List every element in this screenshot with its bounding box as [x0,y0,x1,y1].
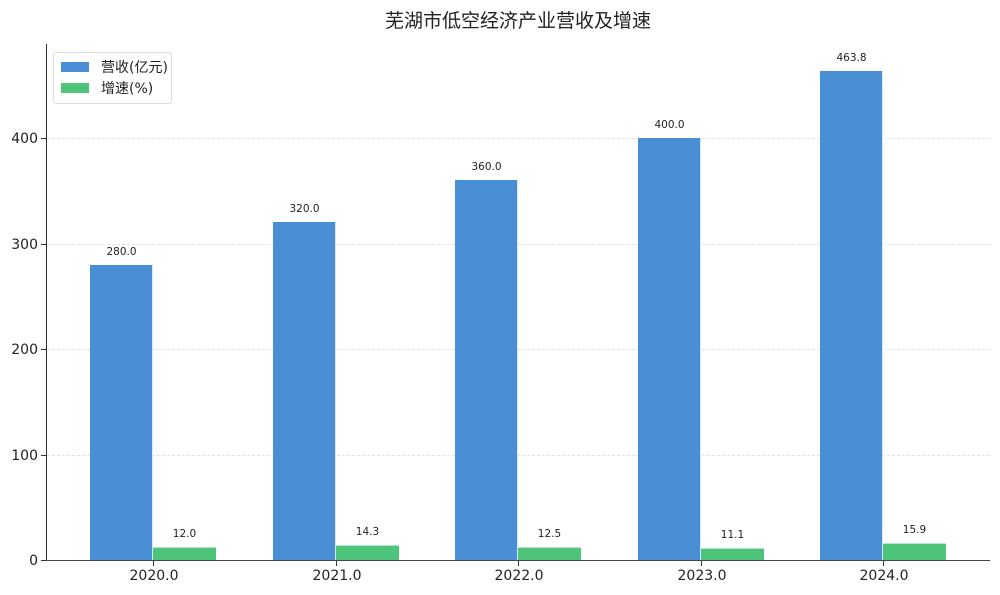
bar-growth [336,544,399,560]
legend-item-growth: 增速(%) [61,78,153,98]
y-tick-label: 100 [11,448,38,464]
bar-revenue [820,70,883,560]
x-tick-label: 2020.0 [129,568,179,584]
y-tick [41,455,46,456]
y-tick-label: 400 [11,131,38,147]
data-label-revenue: 463.8 [836,51,867,64]
bar-revenue [638,138,701,560]
x-tick-label: 2022.0 [494,568,544,584]
gridline [47,349,990,350]
data-label-growth: 11.1 [720,529,745,542]
chart-title: 芜湖市低空经济产业营收及增速 [384,10,651,32]
legend: 营收(亿元) 增速(%) [53,52,172,104]
data-label-revenue: 400.0 [654,119,685,131]
bar-revenue [273,222,336,560]
legend-swatch-growth [61,83,89,93]
data-label-revenue: 360.0 [471,161,502,174]
data-label-growth: 12.5 [537,527,562,540]
gridline [47,455,990,456]
x-axis-line [46,560,990,561]
y-tick-label: 200 [11,342,38,358]
y-axis-line [46,44,47,561]
bar-growth [518,546,581,560]
legend-label-growth: 增速(%) [101,81,154,97]
gridline [47,138,990,139]
bar-growth [883,543,946,560]
data-label-growth: 14.3 [355,525,380,538]
x-tick [883,561,884,566]
x-tick [518,561,519,566]
x-tick [153,561,154,566]
x-tick [336,561,337,566]
y-tick [41,138,46,139]
bar-growth [701,548,764,560]
y-tick [41,349,46,350]
x-tick-label: 2024.0 [859,568,909,584]
x-tick-label: 2023.0 [677,568,727,584]
data-label-revenue: 280.0 [106,245,137,258]
bar-revenue [455,180,518,560]
legend-item-revenue: 营收(亿元) [61,57,168,77]
y-tick [41,560,46,561]
bar-revenue [90,264,153,560]
legend-swatch-revenue [61,62,89,72]
y-tick-label: 300 [11,237,38,253]
data-label-growth: 12.0 [172,528,197,541]
data-label-revenue: 320.0 [289,203,320,216]
x-tick-label: 2021.0 [312,568,362,584]
x-tick [701,561,702,566]
y-tick [41,244,46,245]
y-tick-label: 0 [29,553,38,569]
data-label-growth: 15.9 [902,524,927,537]
gridline [47,244,990,245]
bar-growth [153,547,216,560]
legend-label-revenue: 营收(亿元) [101,60,168,76]
